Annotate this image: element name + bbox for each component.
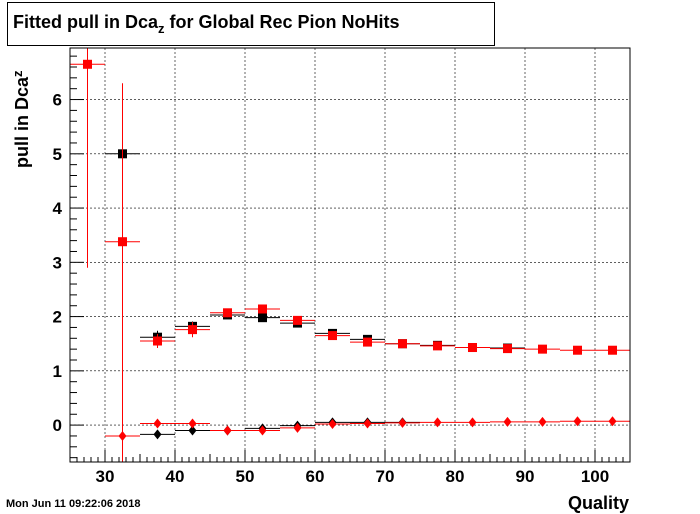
data-point xyxy=(503,344,512,354)
timestamp: Mon Jun 11 09:22:06 2018 xyxy=(6,498,141,510)
data-point xyxy=(188,325,197,335)
data-point xyxy=(153,418,162,429)
y-axis-label-main: pull in Dca xyxy=(12,76,32,168)
y-tick-label: 6 xyxy=(53,91,62,110)
axes: 30 40 50 60 70 80 90 100 0 1 2 3 4 5 6 xyxy=(53,55,631,486)
data-point xyxy=(538,344,547,354)
data-point xyxy=(328,331,337,341)
series-3 xyxy=(105,83,630,462)
data-point xyxy=(153,429,162,440)
y-tick-label: 3 xyxy=(53,253,62,272)
y-axis-label-subscript: z xyxy=(10,70,25,77)
series-2 xyxy=(140,417,420,440)
data-point xyxy=(468,417,477,428)
data-point xyxy=(118,430,127,441)
x-axis-label: Quality xyxy=(568,493,629,513)
data-point xyxy=(293,422,302,433)
x-tick-label: 30 xyxy=(96,467,115,486)
data-point xyxy=(538,416,547,427)
data-point xyxy=(188,425,197,436)
data-point xyxy=(398,417,407,428)
chart-title-rest: for Global Rec Pion NoHits xyxy=(164,12,400,32)
data-point xyxy=(258,304,267,314)
data-point xyxy=(153,336,162,346)
data-marks xyxy=(70,48,630,462)
x-tick-label: 70 xyxy=(376,467,395,486)
data-point xyxy=(398,339,407,349)
data-point xyxy=(258,313,267,323)
y-tick-label: 1 xyxy=(53,362,62,381)
series-1 xyxy=(70,48,630,398)
chart-title-subscript: z xyxy=(158,21,165,36)
x-tick-label: 90 xyxy=(516,467,535,486)
chart-title-main: Fitted pull in Dca xyxy=(13,12,159,32)
x-tick-label: 60 xyxy=(306,467,325,486)
plot-frame xyxy=(69,47,631,463)
data-point xyxy=(363,418,372,429)
data-point xyxy=(363,337,372,347)
data-point xyxy=(223,308,232,318)
data-point xyxy=(573,345,582,355)
x-tick-label: 80 xyxy=(446,467,465,486)
data-point xyxy=(608,345,617,355)
data-point xyxy=(328,419,337,430)
data-point xyxy=(433,417,442,428)
y-tick-label: 2 xyxy=(53,308,62,327)
data-point xyxy=(83,59,92,69)
y-tick-label: 0 xyxy=(53,416,62,435)
data-point xyxy=(433,341,442,351)
data-point xyxy=(188,418,197,429)
data-point xyxy=(468,343,477,353)
y-axis-label: pull in Dcaz xyxy=(10,70,32,168)
chart-title: Fitted pull in Dcaz for Global Rec Pion … xyxy=(13,12,400,36)
data-point xyxy=(608,416,617,427)
y-tick-label: 4 xyxy=(53,199,63,218)
x-tick-label: 40 xyxy=(166,467,185,486)
chart-title-box: Fitted pull in Dcaz for Global Rec Pion … xyxy=(7,2,495,46)
y-tick-label: 5 xyxy=(53,145,62,164)
data-point xyxy=(258,425,267,436)
x-tick-label: 100 xyxy=(581,467,609,486)
data-point xyxy=(293,315,302,325)
data-point xyxy=(223,425,232,436)
series-0 xyxy=(105,149,525,353)
data-point xyxy=(573,416,582,427)
x-tick-label: 50 xyxy=(236,467,255,486)
data-point xyxy=(503,416,512,427)
grid-lines xyxy=(70,48,630,462)
